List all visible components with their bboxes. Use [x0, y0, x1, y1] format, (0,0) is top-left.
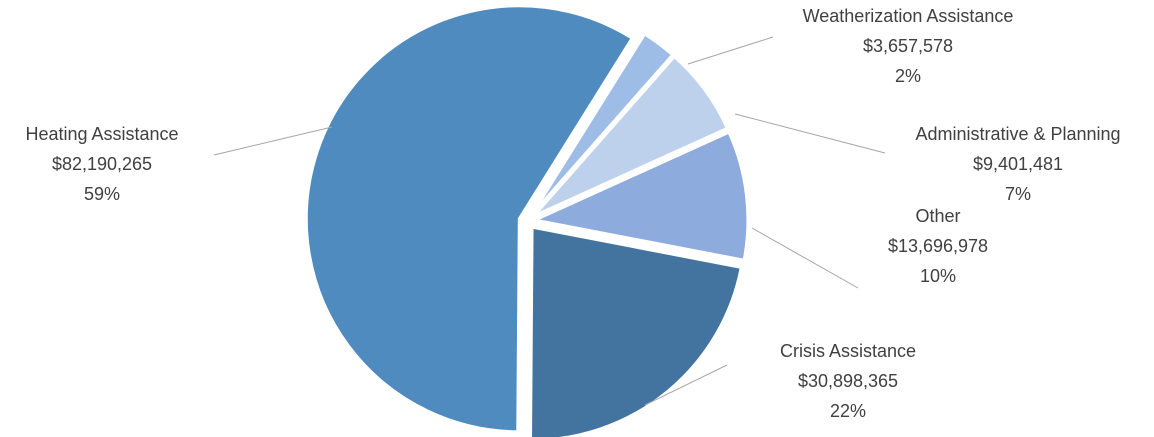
slice-value-label: $30,898,365 [798, 371, 898, 391]
slice-percent-label: 7% [1005, 184, 1031, 204]
slice-percent-label: 2% [895, 66, 921, 86]
pie-slice-heating-assistance [304, 4, 635, 434]
leader-line [644, 364, 728, 406]
pie-slice-administrative-planning [532, 54, 730, 218]
pie-slice-other [530, 130, 750, 263]
leader-line [734, 113, 886, 154]
pie-slice-weatherization-assistance [530, 31, 675, 216]
slice-label: Heating Assistance [25, 124, 178, 144]
slice-label: Crisis Assistance [780, 341, 916, 361]
slice-value-label: $82,190,265 [52, 154, 152, 174]
leader-lines [213, 36, 886, 406]
slice-percent-label: 10% [920, 266, 956, 286]
slice-value-label: $3,657,578 [863, 36, 953, 56]
slice-label: Administrative & Planning [915, 124, 1120, 144]
slice-percent-label: 22% [830, 401, 866, 421]
leader-line [751, 227, 859, 289]
pie-slices [304, 4, 750, 437]
leader-line [687, 36, 774, 65]
slice-value-label: $9,401,481 [973, 154, 1063, 174]
pie-slice-crisis-assistance [529, 225, 744, 437]
slice-labels: Heating Assistance $82,190,265 59% Weatheri… [25, 6, 1120, 421]
slice-value-label: $13,696,978 [888, 236, 988, 256]
leader-line [213, 126, 333, 156]
slice-label: Weatherization Assistance [803, 6, 1014, 26]
slice-percent-label: 59% [84, 184, 120, 204]
slice-label: Other [915, 206, 960, 226]
